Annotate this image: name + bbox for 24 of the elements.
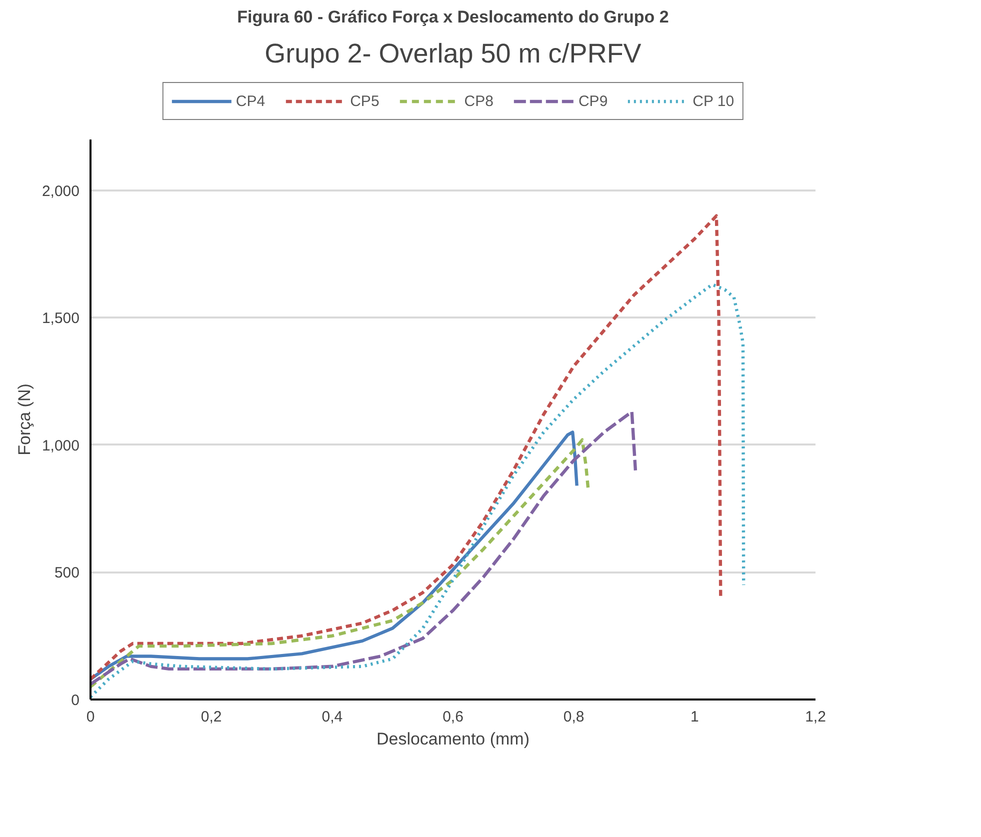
legend-label: CP8 [464,92,494,110]
legend-label: CP4 [236,92,266,110]
legend-label: CP9 [578,92,608,110]
line-series [90,410,638,686]
x-tick-label: 1,2 [805,708,826,726]
legend-label: CP 10 [692,92,734,110]
x-tick-label: 1 [690,708,699,726]
y-tick-label: 0 [71,692,80,709]
line-series [90,214,722,681]
x-tick-label: 0 [86,708,95,726]
chart-title: Grupo 2- Overlap 50 m c/PRFV [264,38,642,68]
x-tick-label: 0,6 [442,708,464,726]
x-tick-label: 0,2 [200,708,222,726]
legend-label: CP5 [350,92,380,110]
line-series [90,282,746,699]
y-tick-label: 1,500 [42,310,80,328]
y-tick-label: 500 [54,564,80,582]
x-axis-title: Deslocamento (mm) [376,730,530,748]
y-tick-label: 2,000 [42,182,80,200]
y-tick-label: 1,000 [42,437,80,454]
x-tick-label: 0,8 [563,708,584,726]
y-axis-title: Força (N) [14,384,34,456]
x-tick-label: 0,4 [322,708,343,726]
text: Figura 60 - Gráfico Força x Deslocamento do Grupo 2 [237,8,669,26]
